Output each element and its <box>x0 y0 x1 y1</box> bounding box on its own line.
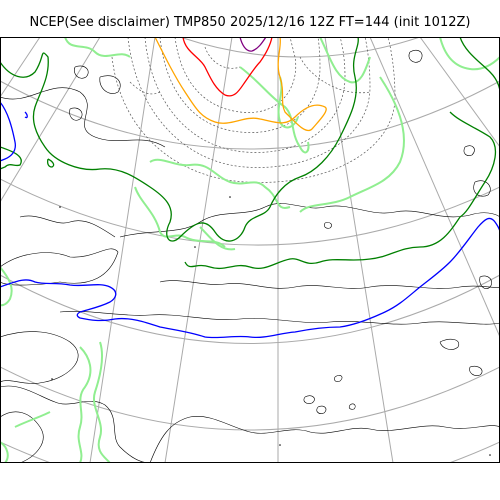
orange-isotherms <box>154 37 327 132</box>
graticule-latitude-lines <box>0 37 500 463</box>
map-dots <box>51 196 491 456</box>
coastlines <box>0 49 500 463</box>
red-isotherms <box>182 37 273 97</box>
green-isotherms <box>0 37 500 270</box>
light-green-isotherms <box>0 37 500 463</box>
weather-map <box>0 37 500 463</box>
chart-title: NCEP(See disclaimer) TMP850 2025/12/16 1… <box>29 15 471 30</box>
purple-isotherms <box>239 37 267 52</box>
map-panel <box>0 37 500 463</box>
dotted-isotherms <box>111 37 396 183</box>
